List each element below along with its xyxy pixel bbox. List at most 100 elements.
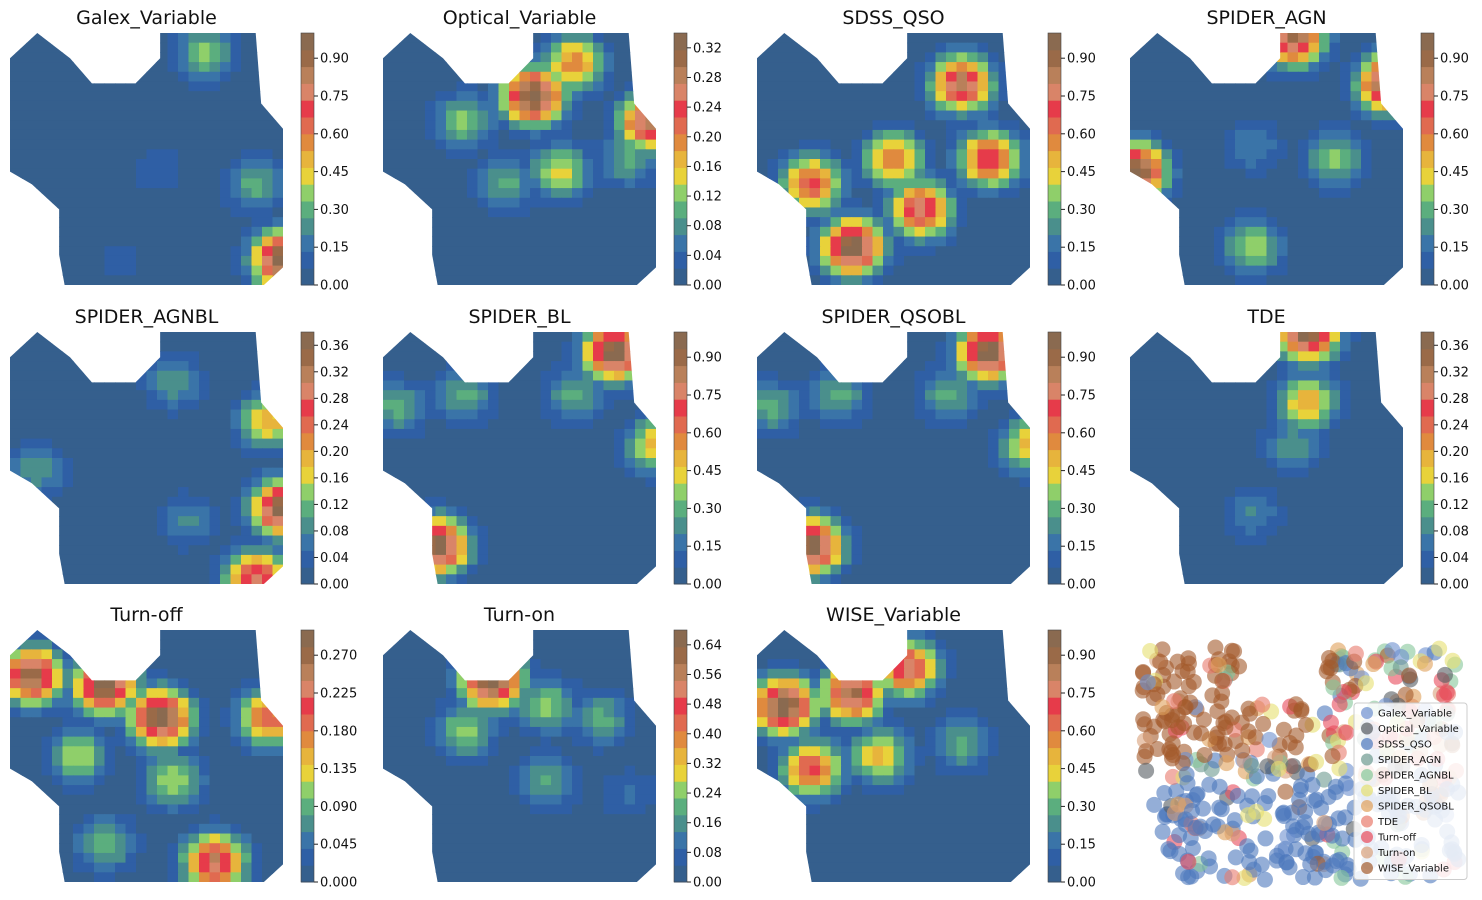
contour-cell xyxy=(977,188,989,199)
contour-cell xyxy=(136,390,148,401)
contour-cell xyxy=(1009,52,1021,63)
contour-cell xyxy=(230,351,242,362)
contour-cell xyxy=(1214,81,1226,92)
contour-cell xyxy=(593,370,605,382)
contour-cell xyxy=(530,168,542,179)
contour-cell xyxy=(883,554,895,566)
contour-cell xyxy=(757,477,769,488)
contour-cell xyxy=(178,197,190,209)
contour-cell xyxy=(830,554,842,566)
contour-cell xyxy=(519,81,531,92)
contour-cell xyxy=(1287,168,1299,179)
contour-cell xyxy=(519,332,531,343)
contour-cell xyxy=(1182,149,1194,160)
contour-cell xyxy=(209,197,221,209)
contour-cell xyxy=(230,535,242,546)
contour-cell xyxy=(635,438,647,449)
contour-cell xyxy=(593,217,605,228)
contour-cell xyxy=(83,275,95,285)
contour-cell xyxy=(561,139,573,150)
contour-cell xyxy=(830,236,842,247)
contour-cell xyxy=(136,120,148,131)
contour-cell xyxy=(956,428,968,440)
contour-cell xyxy=(241,255,253,267)
contour-cell xyxy=(977,33,989,44)
contour-cell xyxy=(167,487,179,498)
contour-cell xyxy=(1382,139,1394,150)
contour-cell xyxy=(1019,62,1030,73)
contour-cell xyxy=(209,246,221,257)
contour-cell xyxy=(614,409,626,420)
contour-cell xyxy=(893,341,905,352)
contour-cell xyxy=(809,458,821,469)
contour-cell xyxy=(1151,129,1163,141)
contour-cell xyxy=(1245,81,1257,92)
contour-cell xyxy=(251,168,263,179)
contour-cell xyxy=(767,197,779,209)
contour-cell xyxy=(488,419,500,430)
contour-cell xyxy=(104,42,116,53)
contour-cell xyxy=(1009,71,1021,83)
colorbar-tick-label: 0.16 xyxy=(693,160,722,175)
contour-cell xyxy=(1182,100,1194,112)
contour-cell xyxy=(1235,71,1247,83)
contour-cell xyxy=(767,351,779,362)
contour-cell xyxy=(841,525,853,537)
contour-cell xyxy=(488,275,500,285)
contour-cell xyxy=(1361,275,1373,285)
contour-cell xyxy=(393,477,405,488)
contour-cell xyxy=(1161,178,1173,189)
colorbar-tick-label: 0.15 xyxy=(1440,241,1469,256)
contour-cell xyxy=(946,71,958,83)
contour-cell xyxy=(1329,81,1341,92)
contour-cell xyxy=(851,545,863,556)
contour-cell xyxy=(1382,236,1394,247)
contour-cell xyxy=(230,477,242,488)
contour-cell xyxy=(383,448,395,459)
contour-cell xyxy=(635,341,647,352)
colorbar-band xyxy=(301,516,314,535)
contour-cell xyxy=(1319,33,1331,44)
contour-cell xyxy=(1340,226,1352,238)
contour-cell xyxy=(540,149,552,160)
contour-cell xyxy=(904,351,916,362)
contour-cell xyxy=(52,341,64,352)
contour-cell xyxy=(1329,255,1341,267)
contour-cell xyxy=(977,438,989,449)
contour-cell xyxy=(209,332,221,343)
contour-cell xyxy=(1340,178,1352,189)
contour-cell xyxy=(1277,275,1289,285)
contour-cell xyxy=(809,265,821,276)
contour-cell xyxy=(820,42,832,53)
colorbar-band xyxy=(674,117,687,135)
contour-cell xyxy=(1245,275,1257,285)
contour-cell xyxy=(883,178,895,189)
contour-cell xyxy=(1214,332,1226,343)
contour-cell xyxy=(614,255,626,267)
contour-cell xyxy=(251,487,263,498)
contour-cell xyxy=(935,62,947,73)
contour-cell xyxy=(467,438,479,449)
contour-cell xyxy=(446,477,458,488)
contour-cell xyxy=(1361,91,1373,102)
contour-cell xyxy=(530,159,542,170)
contour-cell xyxy=(851,506,863,517)
contour-cell xyxy=(956,120,968,131)
contour-cell xyxy=(809,506,821,517)
contour-cell xyxy=(467,255,479,267)
contour-cell xyxy=(519,419,531,430)
contour-cell xyxy=(104,52,116,63)
contour-cell xyxy=(1214,197,1226,209)
contour-cell xyxy=(488,91,500,102)
contour-cell xyxy=(393,380,405,391)
contour-cell xyxy=(20,42,32,53)
contour-cell xyxy=(967,496,979,508)
contour-cell xyxy=(1172,188,1184,199)
contour-cell xyxy=(1214,100,1226,112)
contour-cell xyxy=(1308,139,1320,150)
contour-cell xyxy=(977,487,989,498)
contour-cell xyxy=(1214,178,1226,189)
contour-cell xyxy=(498,62,510,73)
colorbar-band xyxy=(301,167,314,185)
contour-cell xyxy=(52,129,64,141)
